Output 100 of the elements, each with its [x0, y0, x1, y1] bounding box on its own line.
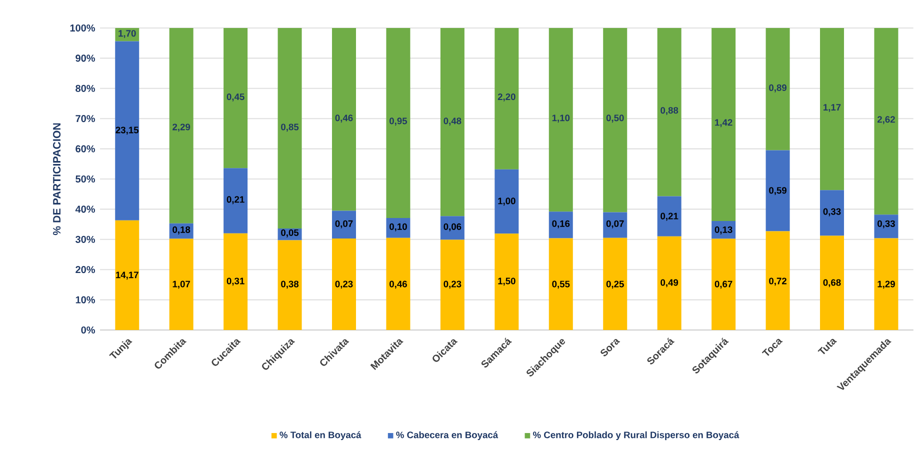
bar	[115, 220, 140, 330]
annotation: 0,23	[335, 280, 353, 289]
bar	[657, 236, 682, 330]
annotation: 0,46	[335, 114, 353, 123]
annotation: 0,18	[172, 226, 190, 234]
annotation: 1,29	[878, 280, 895, 289]
annotation: 0,49	[660, 279, 678, 288]
annotation: 0,31	[226, 278, 244, 286]
bar	[494, 169, 519, 234]
annotation: 1,10	[552, 114, 570, 123]
y-tick-label: 100%	[70, 24, 96, 32]
annotation: 0,07	[335, 220, 353, 228]
annotation: 2,20	[498, 93, 516, 102]
annotation: 1,42	[715, 119, 732, 128]
annotation: 1,00	[498, 198, 516, 206]
bar	[874, 214, 898, 238]
annotation: 14,17	[116, 272, 138, 280]
annotation: 1,07	[172, 280, 190, 289]
annotation: 0,89	[769, 84, 787, 92]
annotation: 0,67	[714, 280, 732, 289]
bar	[332, 28, 356, 211]
annotation: 0,16	[552, 220, 570, 228]
bar	[766, 231, 790, 330]
annotation: 1,17	[824, 104, 841, 112]
annotation: 0,72	[769, 278, 786, 286]
bar	[548, 212, 573, 238]
annotation: 0,88	[660, 107, 678, 116]
bar	[766, 150, 790, 232]
annotation: 0,46	[390, 280, 407, 289]
annotation: 0,95	[390, 118, 408, 126]
annotation: 0,21	[660, 212, 678, 221]
bar	[712, 220, 736, 239]
bar	[224, 168, 248, 234]
bar	[224, 233, 248, 330]
bar	[169, 28, 194, 224]
annotation: 0,59	[769, 187, 787, 196]
bar	[548, 238, 573, 330]
legend-label: % Centro Poblado y Rural Disperso en Boyacá	[533, 431, 740, 440]
y-tick-label: 90%	[76, 54, 96, 62]
bar	[874, 28, 898, 215]
x-tick-label: Tuta	[818, 338, 837, 354]
annotation: 0,55	[552, 280, 570, 289]
annotation: 2,29	[172, 124, 190, 132]
bar	[440, 240, 464, 330]
bar	[820, 190, 844, 236]
bar	[386, 238, 410, 330]
y-tick-label: 70%	[76, 115, 96, 122]
y-tick-label: 60%	[76, 145, 96, 152]
bar	[386, 28, 410, 218]
bar	[712, 238, 736, 330]
legend-label: % Cabecera en Boyacá	[396, 431, 498, 440]
annotation: 0,48	[444, 118, 462, 126]
bar	[332, 238, 356, 330]
legend-label: % Total en Boyacá	[280, 431, 362, 440]
y-tick-label: 20%	[76, 266, 96, 274]
annotation: 1,70	[118, 30, 136, 38]
y-tick-label: 50%	[76, 175, 96, 183]
bar	[278, 28, 302, 229]
annotation: 0,21	[226, 196, 244, 204]
bar	[440, 28, 464, 216]
annotation: 0,13	[714, 226, 732, 234]
bar	[766, 28, 790, 150]
bar	[874, 238, 898, 330]
annotation: 0,10	[390, 223, 407, 232]
bar	[657, 196, 682, 236]
bar	[494, 28, 519, 170]
annotation: 0,33	[823, 208, 841, 216]
y-tick-label: 40%	[75, 206, 96, 213]
bar	[440, 216, 464, 240]
annotation: 0,38	[281, 280, 299, 289]
y-tick-label: 80%	[76, 84, 96, 92]
bar	[603, 238, 628, 330]
bar	[224, 28, 248, 168]
annotation: 0,06	[444, 223, 462, 232]
bar	[820, 28, 844, 190]
bar	[278, 240, 302, 330]
annotation: 0,25	[606, 280, 624, 289]
bar	[603, 28, 628, 212]
annotation: 0,68	[823, 279, 841, 288]
y-axis-title: % DE PARTICIPACION	[53, 123, 61, 236]
bar	[548, 28, 573, 212]
annotation: 0,45	[226, 93, 244, 102]
annotation: 0,85	[281, 124, 299, 132]
bar	[494, 234, 519, 330]
bar	[657, 28, 682, 196]
bar	[115, 41, 140, 220]
annotation: 0,50	[606, 114, 624, 123]
annotation: 1,50	[498, 278, 516, 286]
y-tick-label: 10%	[76, 296, 96, 304]
y-tick-label: 30%	[76, 236, 96, 243]
annotation: 0,05	[281, 229, 299, 238]
annotation: 0,23	[444, 280, 462, 289]
bar	[603, 212, 628, 238]
annotation: 23,15	[116, 126, 139, 135]
bar	[712, 28, 736, 221]
bar	[820, 236, 844, 330]
annotation: 0,07	[606, 220, 624, 228]
annotation: 2,62	[877, 116, 895, 124]
bar	[169, 238, 194, 330]
annotation: 0,33	[878, 220, 895, 228]
